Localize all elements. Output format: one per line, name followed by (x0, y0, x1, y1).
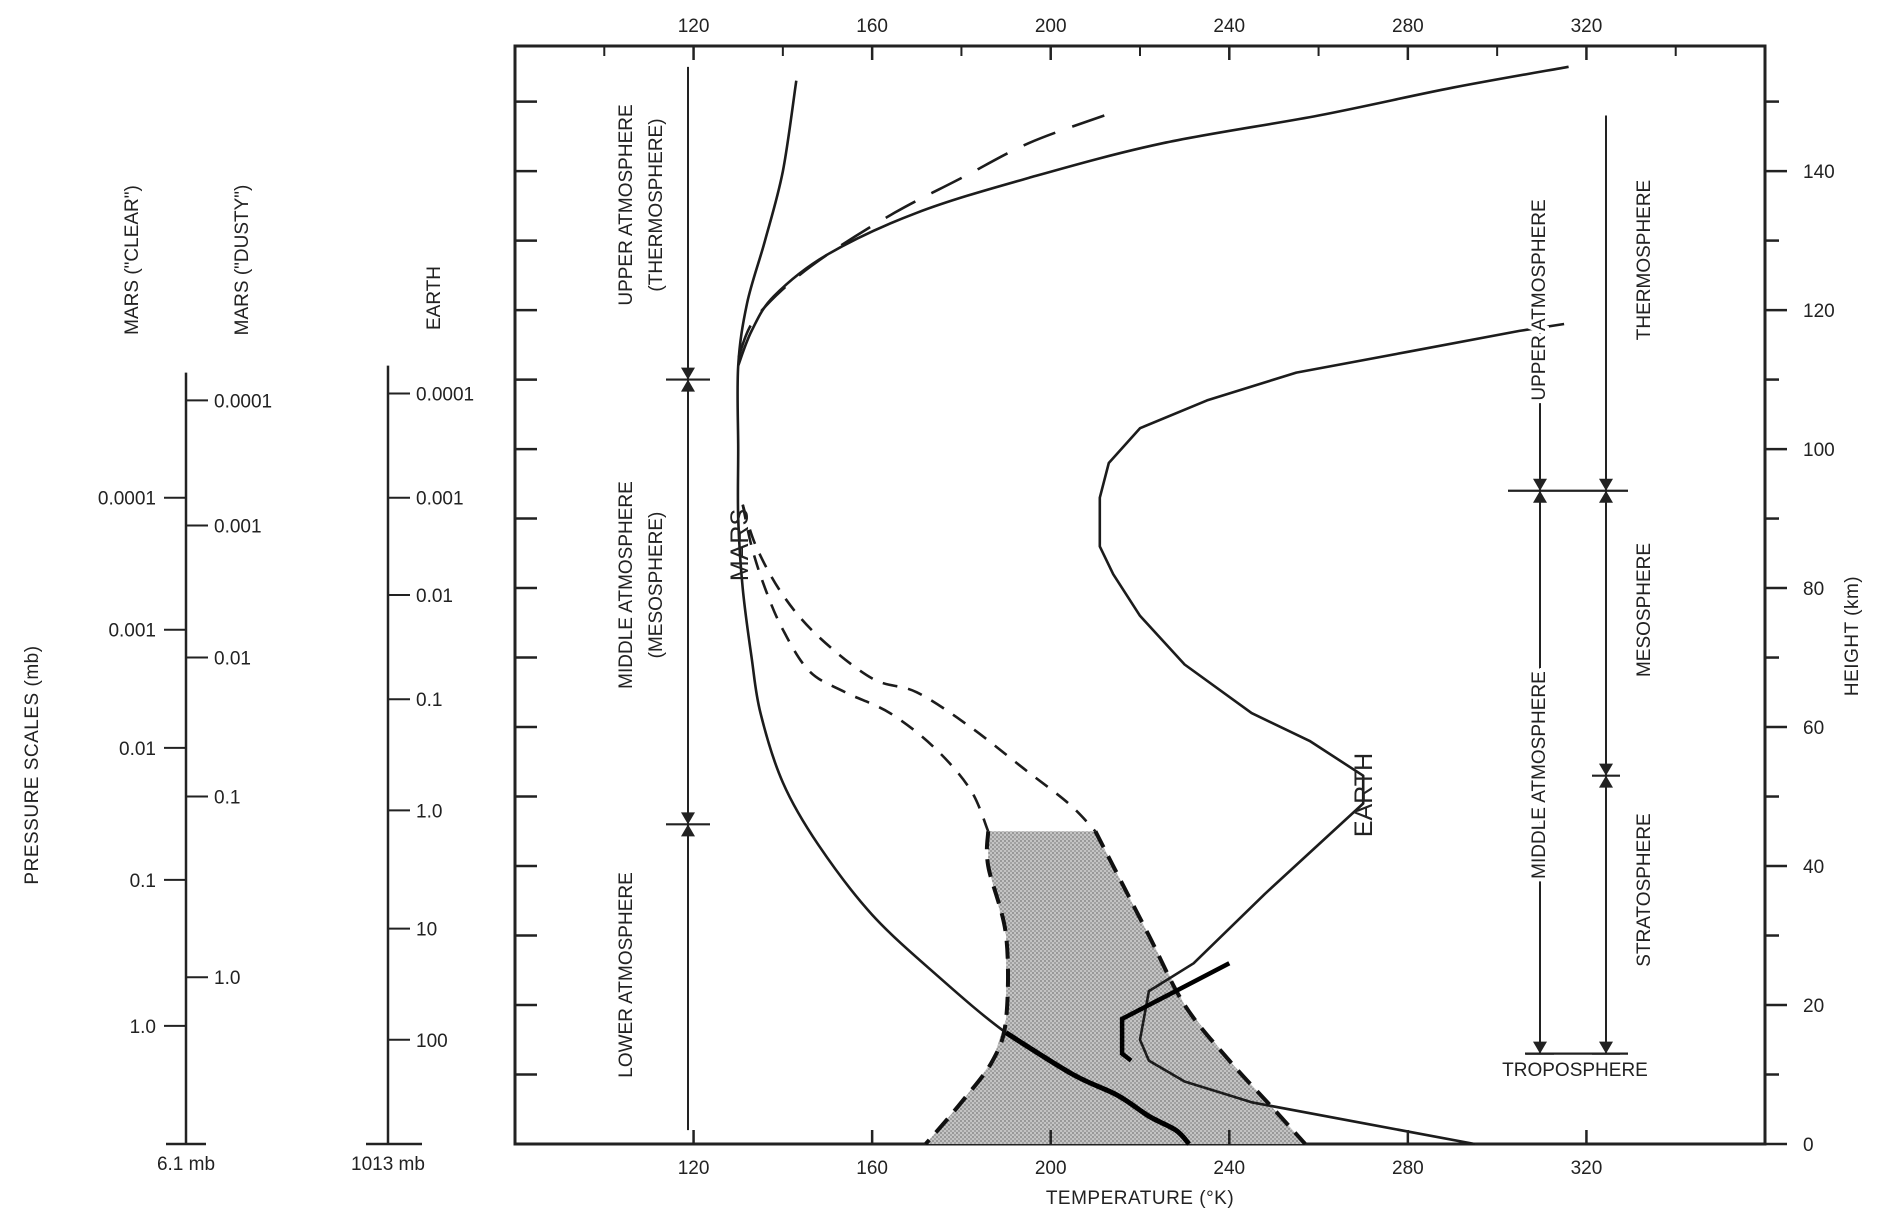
mars-clear-tick-label: 0.0001 (98, 489, 156, 510)
x-bottom-tick-label: 120 (678, 1158, 710, 1179)
mars-dusty-tick-label: 0.0001 (214, 391, 272, 412)
y-tick-label: 40 (1803, 857, 1824, 878)
series-line-2 (738, 116, 1104, 359)
mars-lower-label: LOWER ATMOSPHERE (616, 872, 637, 1078)
y-tick-label: 100 (1803, 440, 1835, 461)
mars-upper-label: UPPER ATMOSPHERE (616, 104, 637, 305)
earth-b-region-arrow (1599, 479, 1613, 491)
x-bottom-tick-label: 160 (856, 1158, 888, 1179)
mars-series-label: MARS (726, 509, 754, 581)
earth-a-region-arrow (1533, 479, 1547, 491)
y-tick-label: 140 (1803, 162, 1835, 183)
mars-dusty-tick-label: 0.1 (214, 788, 240, 809)
y-tick-label: 120 (1803, 301, 1835, 322)
mesosphere-label: MESOSPHERE (1634, 543, 1655, 677)
thermosphere-label: THERMOSPHERE (1634, 180, 1655, 340)
x-top-tick-label: 240 (1213, 16, 1245, 37)
mars-upper-sub-label: (THERMOSPHERE) (646, 118, 667, 291)
troposphere-label: TROPOSPHERE (1502, 1060, 1648, 1081)
x-bottom-tick-label: 280 (1392, 1158, 1424, 1179)
series-line-4 (743, 505, 1096, 832)
mars-region-arrow (681, 368, 695, 380)
y-axis-title: HEIGHT (km) (1842, 576, 1863, 696)
pressure-axis-title: PRESSURE SCALES (mb) (22, 645, 43, 884)
series-line-5 (743, 505, 989, 832)
earth-pressure-tick-label: 100 (416, 1031, 448, 1052)
earth-pressure-tick-label: 10 (416, 920, 437, 941)
earth-a-region-arrow (1533, 1042, 1547, 1054)
earth-base-pressure-label: 1013 mb (351, 1154, 425, 1175)
earth-pressure-tick-label: 0.01 (416, 586, 453, 607)
earth-scale-title: EARTH (424, 266, 445, 330)
earth-pressure-tick-label: 0.1 (416, 690, 442, 711)
mars-middle-label: MIDDLE ATMOSPHERE (616, 481, 637, 689)
earth-upper-label: UPPER ATMOSPHERE (1529, 199, 1550, 400)
earth-pressure-tick-label: 0.001 (416, 489, 464, 510)
earth-series-label: EARTH (1350, 753, 1378, 837)
mars-clear-tick-label: 0.01 (119, 739, 156, 760)
x-bottom-tick-label: 200 (1035, 1158, 1067, 1179)
mars-dusty-tick-label: 1.0 (214, 968, 240, 989)
earth-b-region-arrow (1599, 764, 1613, 776)
mars-clear-tick-label: 0.1 (130, 871, 156, 892)
x-bottom-tick-label: 320 (1571, 1158, 1603, 1179)
earth-pressure-tick-label: 1.0 (416, 801, 442, 822)
mars-base-pressure-label: 6.1 mb (157, 1154, 215, 1175)
mars-clear-tick-label: 1.0 (130, 1017, 156, 1038)
y-tick-label: 0 (1803, 1135, 1814, 1156)
mars-clear-tick-label: 0.001 (108, 621, 156, 642)
x-top-tick-label: 120 (678, 16, 710, 37)
earth-middle-label: MIDDLE ATMOSPHERE (1529, 671, 1550, 879)
x-top-tick-label: 320 (1571, 16, 1603, 37)
x-top-tick-label: 160 (856, 16, 888, 37)
shaded-temperature-band (926, 831, 1305, 1144)
stratosphere-label: STRATOSPHERE (1634, 813, 1655, 966)
earth-pressure-tick-label: 0.0001 (416, 384, 474, 405)
mars-dusty-tick-label: 0.001 (214, 517, 262, 538)
mars-middle-sub-label: (MESOSPHERE) (646, 512, 667, 659)
y-tick-label: 80 (1803, 579, 1824, 600)
mars-dusty-tick-label: 0.01 (214, 649, 251, 670)
x-top-tick-label: 280 (1392, 16, 1424, 37)
y-tick-label: 20 (1803, 996, 1824, 1017)
x-axis-title: TEMPERATURE (°K) (1046, 1188, 1234, 1209)
y-tick-label: 60 (1803, 718, 1824, 739)
mars-clear-scale-title: MARS ("CLEAR") (122, 185, 143, 335)
x-bottom-tick-label: 240 (1213, 1158, 1245, 1179)
series-line-3 (738, 67, 1568, 366)
mars-dusty-scale-title: MARS ("DUSTY") (232, 185, 253, 336)
pressure-scales-layer: 0.0001 0.001 0.01 0.1 1.0 0.0001 0.001 0.01 0.1 1… (98, 366, 474, 1144)
earth-b-region-arrow (1599, 1042, 1613, 1054)
mars-region-arrow (681, 812, 695, 824)
x-top-tick-label: 200 (1035, 16, 1067, 37)
